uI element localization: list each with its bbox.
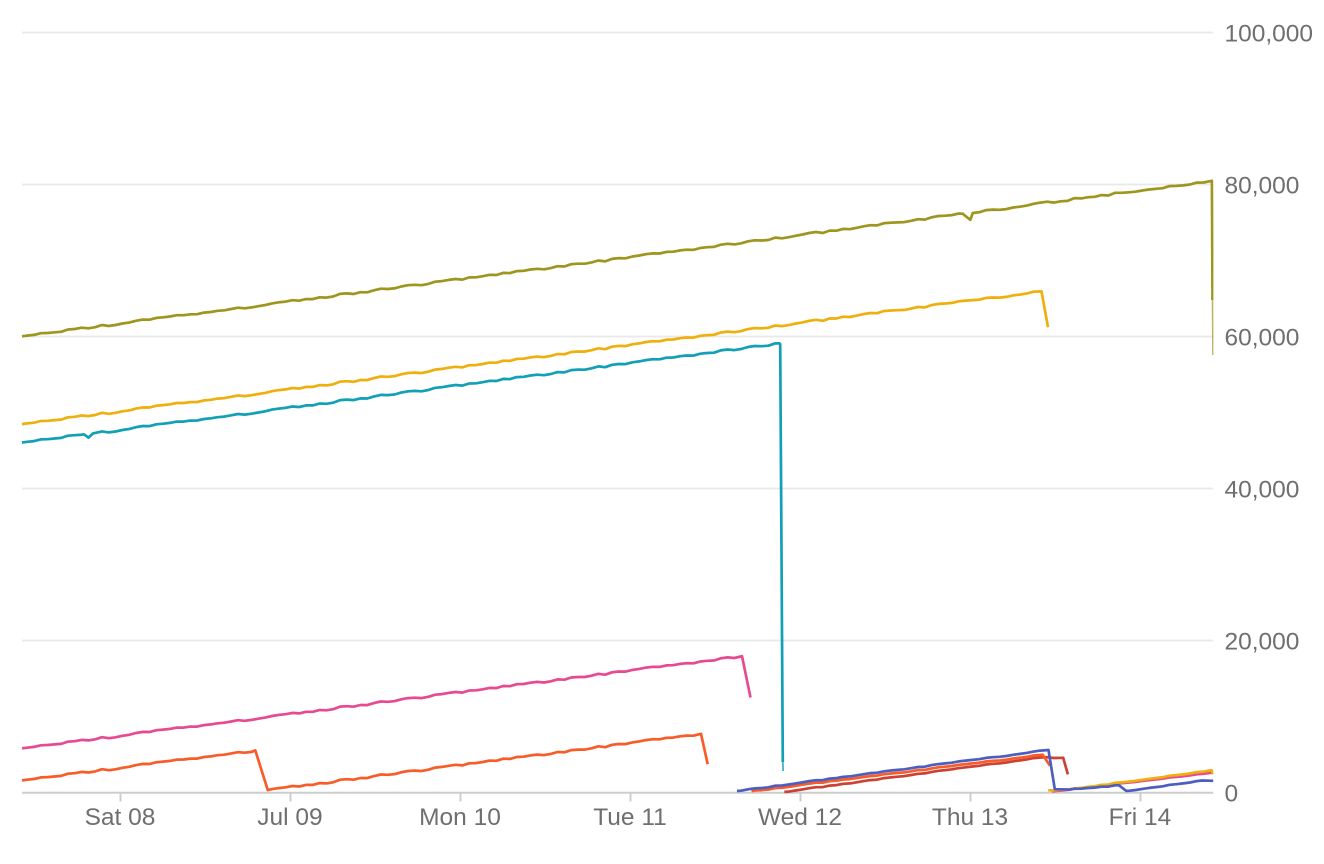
svg-text:Mon 10: Mon 10 bbox=[419, 804, 501, 831]
svg-text:100,000: 100,000 bbox=[1225, 20, 1314, 47]
svg-text:Sat 08: Sat 08 bbox=[85, 804, 156, 831]
svg-text:Thu 13: Thu 13 bbox=[932, 804, 1008, 831]
svg-text:0: 0 bbox=[1225, 780, 1239, 807]
svg-text:Fri 14: Fri 14 bbox=[1109, 804, 1172, 831]
svg-text:Jul 09: Jul 09 bbox=[257, 804, 322, 831]
svg-text:80,000: 80,000 bbox=[1225, 172, 1300, 199]
svg-text:20,000: 20,000 bbox=[1225, 628, 1300, 655]
svg-text:40,000: 40,000 bbox=[1225, 476, 1300, 503]
svg-text:60,000: 60,000 bbox=[1225, 324, 1300, 351]
svg-text:Tue 11: Tue 11 bbox=[593, 804, 667, 831]
svg-text:Wed 12: Wed 12 bbox=[758, 804, 842, 831]
